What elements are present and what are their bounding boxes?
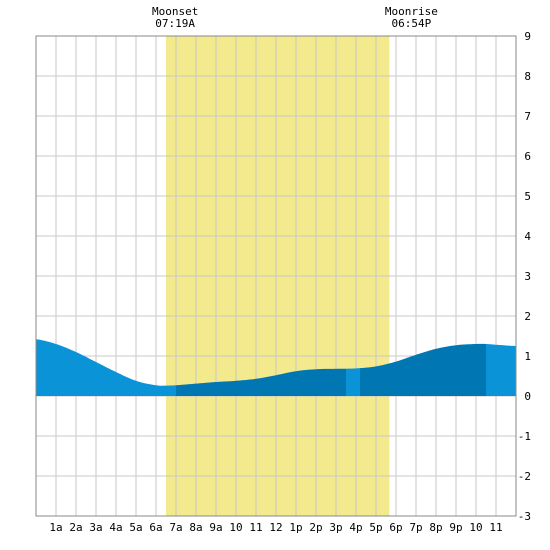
x-tick-label: 5p	[369, 521, 382, 534]
moonset-title: Moonset	[152, 5, 199, 18]
x-tick-label: 2p	[309, 521, 322, 534]
moonrise-title: Moonrise	[384, 5, 438, 18]
x-tick-label: 2a	[69, 521, 82, 534]
moonset-time: 07:19A	[155, 17, 196, 30]
x-tick-label: 9p	[449, 521, 462, 534]
tide-area	[36, 339, 516, 396]
x-tick-label: 7p	[409, 521, 422, 534]
x-tick-label: 5a	[129, 521, 142, 534]
tide-segment	[176, 368, 346, 396]
x-tick-label: 11	[489, 521, 502, 534]
y-tick-label: 6	[524, 150, 531, 163]
x-tick-label: 11	[249, 521, 262, 534]
y-tick-label: 8	[524, 70, 531, 83]
y-tick-label: 0	[524, 390, 531, 403]
y-tick-label: 7	[524, 110, 531, 123]
x-tick-label: 1a	[49, 521, 62, 534]
x-tick-label: 10	[469, 521, 482, 534]
x-tick-label: 8p	[429, 521, 442, 534]
moonrise-label: Moonrise 06:54P	[385, 6, 438, 30]
x-tick-label: 10	[229, 521, 242, 534]
x-tick-label: 1p	[289, 521, 302, 534]
tide-segment	[346, 368, 360, 396]
y-tick-label: 2	[524, 310, 531, 323]
x-tick-label: 4p	[349, 521, 362, 534]
y-tick-label: 9	[524, 30, 531, 43]
y-tick-label: -2	[518, 470, 531, 483]
y-tick-label: 3	[524, 270, 531, 283]
plot-frame	[35, 35, 517, 517]
grid	[36, 36, 516, 516]
x-axis-ticks: 1a 2a 3a 4a 5a 6a 7a 8a 9a 10 11 12 1p 2p 3p 4p 5p 6p 7p 8p…	[49, 521, 502, 534]
moonrise-time: 06:54P	[391, 17, 432, 30]
y-axis-ticks: 9 8 7 6 5 4 3 2 1 0 -1 -2 -3	[518, 30, 532, 523]
y-tick-label: 4	[524, 230, 531, 243]
y-tick-label: -1	[518, 430, 531, 443]
x-tick-label: 12	[269, 521, 282, 534]
tide-segment	[360, 343, 486, 396]
tide-segment	[36, 339, 176, 396]
y-tick-label: -3	[518, 510, 531, 523]
x-tick-label: 4a	[109, 521, 122, 534]
moonset-label: Moonset 07:19A	[152, 6, 198, 30]
x-tick-label: 9a	[209, 521, 222, 534]
x-tick-label: 8a	[189, 521, 202, 534]
y-tick-label: 5	[524, 190, 531, 203]
x-tick-label: 6p	[389, 521, 402, 534]
x-tick-label: 7a	[169, 521, 182, 534]
x-tick-label: 6a	[149, 521, 162, 534]
tide-segment	[486, 344, 516, 396]
y-tick-label: 1	[524, 350, 531, 363]
x-tick-label: 3p	[329, 521, 342, 534]
x-tick-label: 3a	[89, 521, 102, 534]
